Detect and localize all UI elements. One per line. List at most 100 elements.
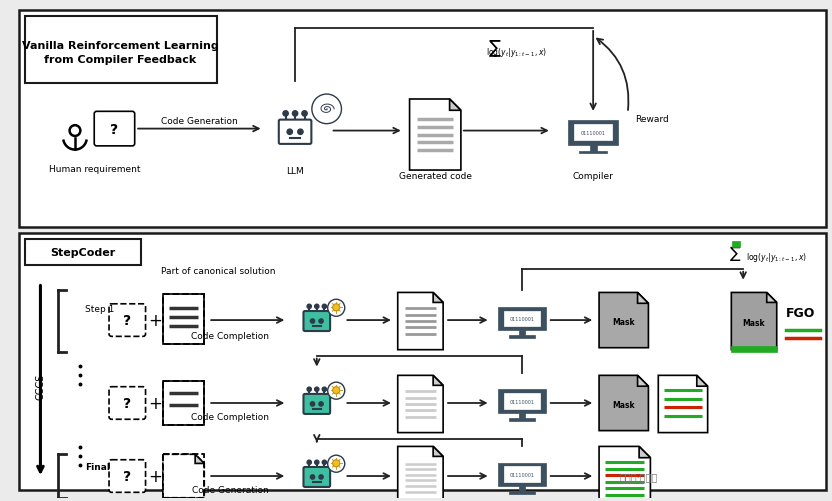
Bar [509, 418, 535, 421]
Circle shape [322, 305, 326, 309]
Text: ?: ? [123, 396, 131, 410]
Circle shape [319, 475, 323, 479]
Text: Reward: Reward [636, 115, 669, 124]
Bar [731, 346, 777, 352]
Polygon shape [449, 100, 461, 111]
Bar [579, 151, 607, 154]
Text: Code Completion: Code Completion [191, 412, 269, 421]
Polygon shape [731, 293, 777, 350]
Circle shape [310, 402, 314, 406]
Text: Code Generation: Code Generation [161, 117, 238, 126]
Bar [509, 491, 535, 493]
Bar [568, 121, 618, 145]
Bar [163, 381, 205, 425]
Text: Final: Final [85, 462, 110, 471]
Circle shape [322, 387, 326, 392]
FancyBboxPatch shape [304, 467, 330, 487]
Text: ?: ? [111, 122, 118, 136]
Text: +: + [148, 394, 162, 412]
FancyBboxPatch shape [94, 112, 135, 147]
Text: StepCoder: StepCoder [50, 247, 116, 258]
Polygon shape [409, 100, 461, 171]
Text: Code Completion: Code Completion [191, 332, 269, 341]
Circle shape [333, 387, 339, 394]
Bar [504, 311, 540, 326]
Polygon shape [637, 293, 648, 304]
Circle shape [287, 130, 292, 135]
Bar [519, 413, 525, 418]
Polygon shape [637, 376, 648, 386]
Polygon shape [196, 454, 205, 463]
Circle shape [310, 319, 314, 324]
FancyBboxPatch shape [279, 120, 311, 145]
Polygon shape [658, 376, 708, 433]
Polygon shape [163, 454, 205, 497]
Text: $\log(y_t|y_{1:t-1},x)$: $\log(y_t|y_{1:t-1},x)$ [486, 46, 547, 59]
Polygon shape [433, 293, 443, 303]
Bar [509, 336, 535, 338]
Circle shape [298, 130, 303, 135]
Circle shape [333, 460, 339, 467]
Text: Compiler: Compiler [572, 172, 613, 181]
Bar [504, 466, 540, 481]
Circle shape [302, 112, 307, 117]
Bar [498, 390, 546, 413]
Text: $\sum$: $\sum$ [729, 244, 741, 263]
Text: Mask: Mask [743, 318, 765, 327]
Polygon shape [433, 446, 443, 456]
Polygon shape [767, 293, 777, 303]
Bar [498, 307, 546, 330]
Text: 01110001: 01110001 [509, 472, 535, 476]
Circle shape [319, 402, 323, 406]
Bar [498, 462, 546, 486]
Text: FGO: FGO [785, 306, 815, 319]
Circle shape [307, 387, 311, 392]
Polygon shape [398, 446, 443, 501]
Circle shape [328, 300, 344, 317]
Circle shape [319, 319, 323, 324]
Text: CCCS: CCCS [36, 373, 46, 400]
Text: 公众号·新智元: 公众号·新智元 [620, 471, 657, 481]
Circle shape [314, 305, 319, 309]
Bar [25, 17, 217, 84]
Polygon shape [599, 446, 651, 501]
Circle shape [322, 460, 326, 464]
Polygon shape [639, 446, 651, 458]
Circle shape [328, 455, 344, 472]
Text: Human requirement: Human requirement [49, 164, 141, 173]
Bar [574, 125, 612, 141]
Circle shape [314, 387, 319, 392]
Polygon shape [696, 376, 708, 386]
Bar [519, 486, 525, 491]
Bar [590, 145, 597, 151]
Text: Vanilla Reinforcement Learning
from Compiler Feedback: Vanilla Reinforcement Learning from Comp… [22, 41, 219, 65]
Text: Step 1: Step 1 [85, 304, 114, 313]
Polygon shape [599, 293, 648, 348]
Text: ?: ? [123, 314, 131, 328]
Text: Part of canonical solution: Part of canonical solution [161, 267, 275, 276]
Text: +: + [148, 467, 162, 485]
Circle shape [307, 460, 311, 464]
Text: 01110001: 01110001 [509, 316, 535, 321]
Circle shape [292, 112, 298, 117]
FancyBboxPatch shape [304, 312, 330, 331]
Bar [519, 330, 525, 336]
FancyBboxPatch shape [109, 304, 146, 337]
Bar [732, 241, 740, 247]
Bar [163, 454, 205, 497]
Bar [19, 234, 826, 490]
Text: Mask: Mask [612, 400, 635, 409]
FancyBboxPatch shape [304, 394, 330, 414]
Text: $\log(y_t|y_{1:t-1},x)$: $\log(y_t|y_{1:t-1},x)$ [746, 251, 807, 264]
Bar [163, 295, 205, 344]
Bar [163, 381, 205, 425]
Text: Mask: Mask [612, 317, 635, 326]
Circle shape [333, 304, 339, 311]
FancyBboxPatch shape [109, 387, 146, 419]
Text: ?: ? [123, 469, 131, 483]
Text: Generated code: Generated code [399, 172, 472, 181]
Circle shape [312, 95, 341, 124]
Bar [19, 11, 826, 228]
Text: LLM: LLM [286, 166, 304, 175]
Bar [163, 295, 205, 344]
